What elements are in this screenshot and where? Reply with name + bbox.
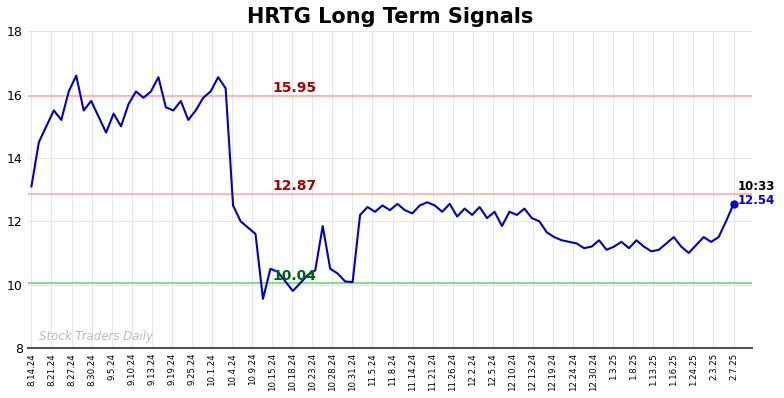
Text: 10.04: 10.04 (273, 269, 317, 283)
Text: 10:33: 10:33 (737, 180, 775, 193)
Text: 12.54: 12.54 (737, 194, 775, 207)
Text: Stock Traders Daily: Stock Traders Daily (39, 330, 153, 343)
Text: 15.95: 15.95 (273, 82, 317, 96)
Title: HRTG Long Term Signals: HRTG Long Term Signals (247, 7, 533, 27)
Text: 12.87: 12.87 (273, 179, 317, 193)
